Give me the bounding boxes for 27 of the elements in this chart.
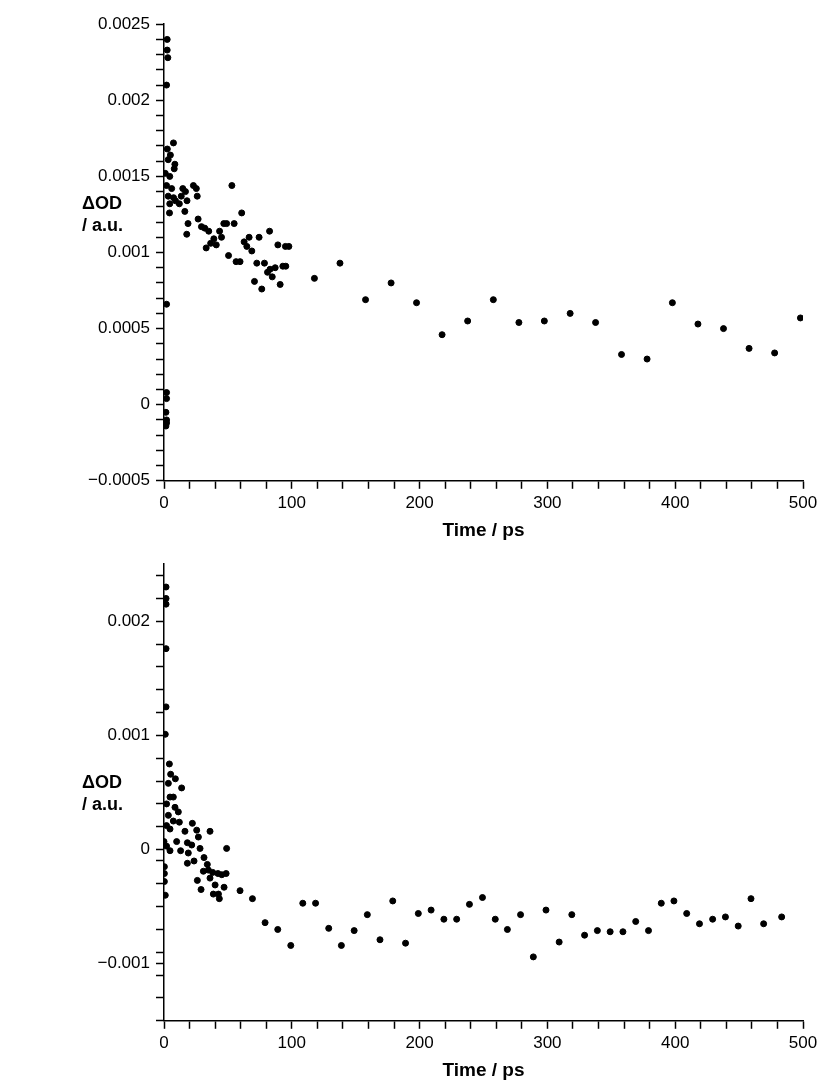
x-tick-label: 0	[159, 492, 169, 512]
x-axis-title: Time / ps	[442, 1058, 525, 1080]
y-tick-label: −0.0005	[88, 470, 150, 490]
y-tick-label: 0.001	[107, 242, 150, 262]
x-tick-label: 400	[661, 1032, 690, 1052]
y-axis-title: ΔOD / a.u.	[82, 192, 124, 237]
y-tick-label: 0	[140, 394, 150, 414]
y-tick-label: 0.0025	[98, 13, 150, 33]
x-tick-label: 400	[661, 492, 690, 512]
x-tick-label: 500	[788, 1032, 818, 1052]
y-tick-label: 0.002	[107, 610, 150, 630]
y-tick-label: 0.001	[107, 725, 150, 745]
x-axis-title: Time / ps	[442, 518, 525, 540]
y-tick-label: 0	[140, 839, 150, 859]
y-axis-title: ΔOD / a.u.	[82, 770, 124, 815]
x-tick-label: 300	[533, 492, 562, 512]
x-tick-label: 500	[788, 492, 818, 512]
y-tick-label: 0.0015	[98, 166, 150, 186]
y-tick-label: 0.002	[107, 89, 150, 109]
x-tick-label: 0	[159, 1032, 169, 1052]
x-tick-label: 200	[405, 492, 434, 512]
x-tick-label: 100	[277, 1032, 306, 1052]
x-tick-label: 200	[405, 1032, 434, 1052]
x-tick-label: 100	[277, 492, 306, 512]
y-tick-label: −0.001	[97, 953, 150, 973]
x-tick-label: 300	[533, 1032, 562, 1052]
y-tick-label: 0.0005	[98, 318, 150, 338]
